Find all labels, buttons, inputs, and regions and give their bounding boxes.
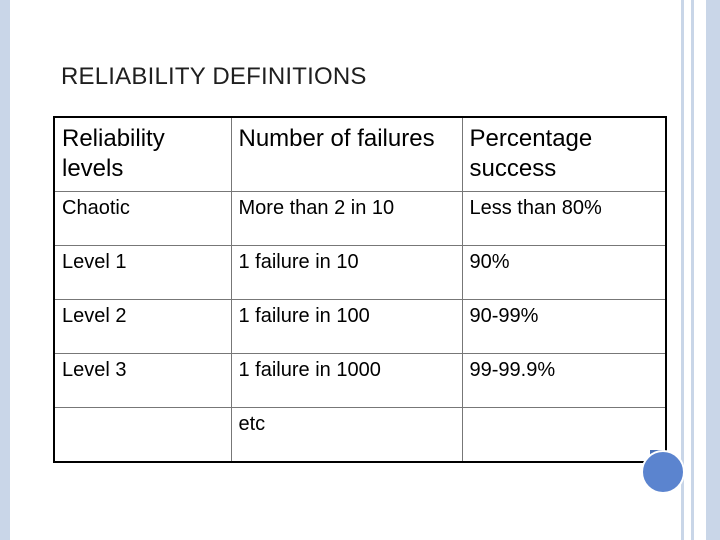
table-cell-level: Level 3 — [53, 352, 232, 408]
header-number-of-failures: Number of failures — [230, 116, 463, 192]
slide-frame-right-line-1 — [681, 0, 684, 540]
table-cell-level: Level 2 — [53, 298, 232, 354]
table-row: etc — [53, 406, 667, 463]
table-cell-failures: 1 failure in 100 — [230, 298, 463, 354]
header-reliability-levels: Reliability levels — [53, 116, 232, 192]
table-cell-success: 90-99% — [461, 298, 667, 354]
table-row: Chaotic More than 2 in 10 Less than 80% — [53, 190, 667, 246]
table-cell-success: 90% — [461, 244, 667, 300]
table-cell-success — [461, 406, 667, 463]
table-cell-level — [53, 406, 232, 463]
header-percentage-success: Percentage success — [461, 116, 667, 192]
table-cell-failures: 1 failure in 1000 — [230, 352, 463, 408]
table-header-row: Reliability levels Number of failures Pe… — [53, 116, 667, 192]
table-cell-level: Level 1 — [53, 244, 232, 300]
slide-title: RELIABILITY DEFINITIONS — [61, 63, 367, 90]
table-cell-failures: More than 2 in 10 — [230, 190, 463, 246]
table-cell-success: Less than 80% — [461, 190, 667, 246]
table-cell-success: 99-99.9% — [461, 352, 667, 408]
table-cell-failures: 1 failure in 10 — [230, 244, 463, 300]
decorative-circle — [641, 450, 685, 494]
table-row: Level 1 1 failure in 10 90% — [53, 244, 667, 300]
table-cell-failures: etc — [230, 406, 463, 463]
table-cell-level: Chaotic — [53, 190, 232, 246]
reliability-table: Reliability levels Number of failures Pe… — [53, 116, 667, 463]
slide-frame-right-line-2 — [691, 0, 694, 540]
table-row: Level 3 1 failure in 1000 99-99.9% — [53, 352, 667, 408]
table-row: Level 2 1 failure in 100 90-99% — [53, 298, 667, 354]
slide-frame-right-bar — [706, 0, 720, 540]
slide-frame-left-bar — [0, 0, 10, 540]
